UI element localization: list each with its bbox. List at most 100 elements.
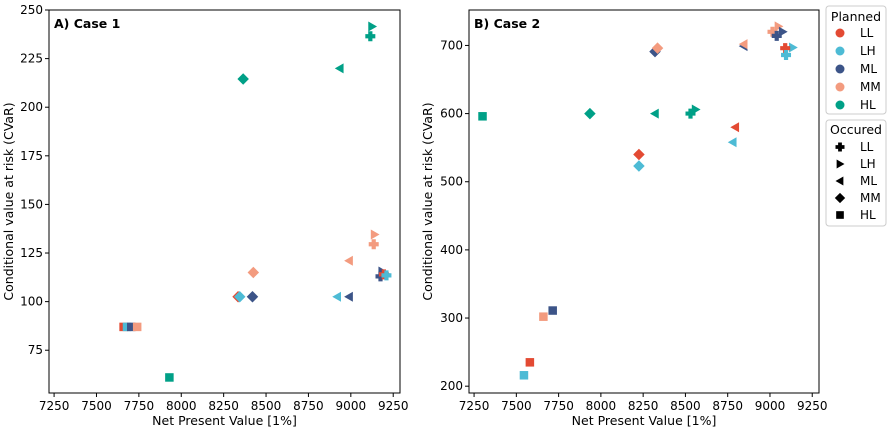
panel-b-frame (468, 9, 820, 394)
legend-occured-label: LL (860, 140, 874, 154)
legend-occured-marker-plus (835, 142, 845, 152)
y-tick-label: 250 (20, 3, 43, 17)
data-point-lh-plus (781, 49, 792, 60)
panel-b-ticks: 7250 7500 7750 8000 8250 8500 8750 9000 9250 200 3… (440, 38, 827, 413)
y-tick-label: 200 (20, 100, 43, 114)
y-tick-label: 225 (20, 52, 43, 66)
data-point-hl-diamond (584, 107, 596, 120)
y-tick-label: 300 (440, 311, 463, 325)
data-point-ll-triangle-left (730, 122, 740, 133)
x-tick-label: 7250 (459, 399, 490, 413)
x-tick-label: 9000 (336, 399, 367, 413)
legend-planned-title: Planned (831, 9, 881, 24)
data-point-hl-triangle-left (334, 63, 344, 74)
legend-planned-entries: LL LH ML MM HL (835, 26, 881, 112)
legend-planned-swatch (835, 82, 845, 92)
legend-occured-label: HL (860, 208, 876, 222)
panel-a-points (119, 21, 392, 382)
panel-b-points (478, 21, 798, 380)
legend-occured-marker-diamond (834, 192, 846, 204)
data-point-hl-plus (685, 108, 696, 119)
data-point-ml-plus (771, 30, 782, 41)
legend-planned-swatch (835, 28, 845, 38)
y-tick-label: 75 (28, 343, 43, 357)
data-point-mm-triangle-left (738, 39, 748, 50)
y-tick-label: 100 (20, 295, 43, 309)
x-tick-label: 8750 (712, 399, 743, 413)
legend-planned-label: MM (860, 80, 881, 94)
data-point-mm-diamond (247, 266, 260, 279)
legend-planned: Planned LL LH ML MM HL (825, 5, 887, 115)
data-point-lh-diamond (633, 160, 645, 172)
legend-planned-label: LL (860, 26, 874, 40)
data-point-lh-square (519, 371, 529, 380)
data-point-mm-plus (767, 26, 778, 37)
data-point-mm-diamond (651, 42, 664, 54)
panel-a-ticks: 7250 7500 7750 8000 8250 8500 8750 9000 9250 75 10… (20, 3, 408, 413)
data-point-hl-square (478, 112, 487, 121)
data-point-ml-square (126, 322, 136, 332)
data-point-ll-plus (780, 43, 791, 54)
legend-planned-swatch (835, 46, 845, 56)
data-point-mm-triangle-right (370, 229, 380, 240)
data-point-lh-triangle-left (332, 291, 342, 302)
data-point-hl-diamond (237, 73, 249, 85)
y-tick-label: 200 (440, 379, 463, 393)
data-point-ml-diamond (246, 291, 259, 303)
data-point-ll-square (525, 358, 535, 367)
y-tick-label: 700 (440, 38, 463, 52)
panel-b-ylabel: Conditional value at risk (CVaR) (420, 102, 435, 300)
legend-occured-entries: LL LH ML MM HL (834, 140, 881, 222)
legend-occured-label: ML (860, 174, 877, 188)
x-tick-label: 9000 (755, 399, 786, 413)
panel-a-xlabel: Net Present Value [1%] (152, 413, 297, 428)
data-point-lh-triangle-left (727, 137, 737, 148)
legend-occured-marker-triangle-left (835, 176, 844, 186)
data-point-mm-square (132, 322, 142, 332)
legend-occured: Occured LL LH ML MM HL (825, 119, 887, 227)
legend-occured-marker-square (836, 211, 844, 219)
panel-a: A) Case 1 7250 7500 7750 8000 8250 8500 8750 90… (1, 3, 408, 428)
legend-occured-marker-triangle-right (836, 159, 845, 169)
data-point-ll-diamond (633, 148, 645, 161)
data-point-lh-triangle-right (789, 42, 798, 53)
x-tick-label: 7750 (543, 399, 574, 413)
data-point-mm-triangle-right (774, 21, 784, 32)
x-tick-label: 8750 (293, 399, 324, 413)
y-tick-label: 150 (20, 197, 43, 211)
data-point-lh-plus (381, 270, 392, 281)
x-tick-label: 8250 (628, 399, 659, 413)
data-point-ml-square (548, 306, 557, 315)
legend-planned-swatch (835, 64, 845, 74)
panel-a-ylabel: Conditional value at risk (CVaR) (1, 102, 16, 300)
legend-planned-label: HL (860, 98, 876, 112)
panel-b-xlabel: Net Present Value [1%] (572, 413, 717, 428)
data-point-ml-triangle-left (344, 291, 353, 302)
data-point-lh-diamond (234, 291, 246, 303)
legend-planned-label: ML (860, 62, 877, 76)
legend-occured-label: MM (860, 191, 881, 205)
y-tick-label: 125 (20, 246, 43, 260)
panel-b: B) Case 2 7250 7500 7750 8000 8250 8500 8750 90… (420, 9, 828, 428)
x-tick-label: 7250 (39, 399, 70, 413)
x-tick-label: 9250 (378, 399, 409, 413)
data-point-hl-triangle-right (368, 21, 378, 32)
x-tick-label: 7750 (124, 399, 155, 413)
data-point-mm-plus (368, 239, 379, 250)
x-tick-label: 7500 (81, 399, 112, 413)
data-point-hl-triangle-left (649, 108, 659, 119)
y-tick-label: 400 (440, 243, 463, 257)
data-point-mm-square (539, 312, 548, 321)
y-tick-label: 600 (440, 107, 463, 121)
panel-b-title: B) Case 2 (474, 16, 540, 31)
legend-planned-label: LH (860, 44, 876, 58)
data-point-mm-triangle-left (344, 255, 353, 266)
legend-occured-title: Occured (830, 122, 882, 137)
legend-planned-swatch (835, 100, 845, 110)
panel-a-title: A) Case 1 (54, 16, 120, 31)
legend-occured-label: LH (860, 157, 876, 171)
data-point-hl-plus (365, 31, 376, 42)
x-tick-label: 8250 (208, 399, 239, 413)
x-tick-label: 9250 (797, 399, 828, 413)
